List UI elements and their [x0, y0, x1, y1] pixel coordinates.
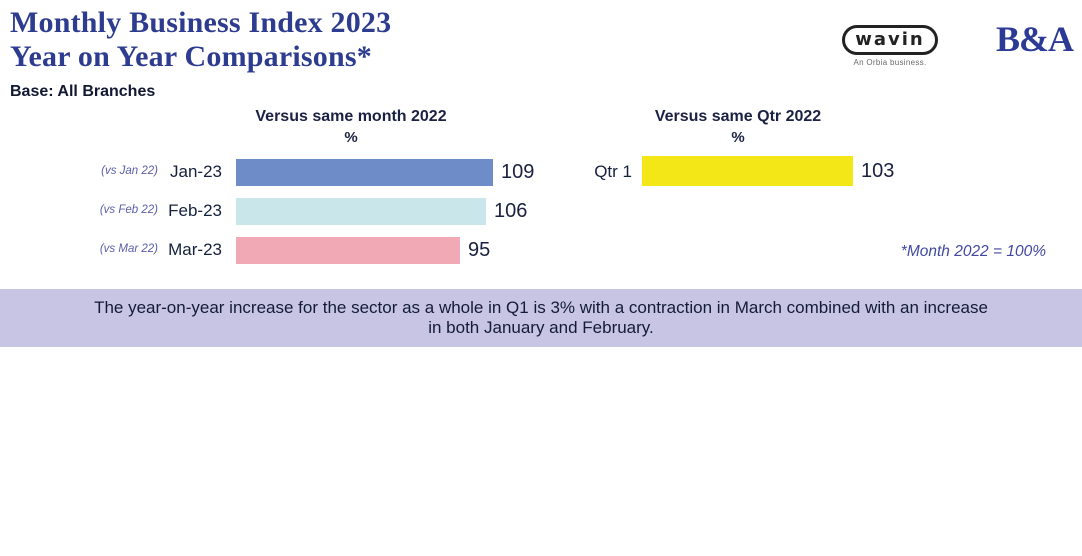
page-title-line2: Year on Year Comparisons* — [10, 40, 372, 73]
bar-jan — [236, 159, 493, 186]
bar-value: 106 — [494, 200, 528, 222]
bar-mar — [236, 237, 460, 264]
left-chart-header: Versus same month 2022 % — [231, 108, 471, 146]
left-chart-title: Versus same month 2022 — [255, 108, 447, 125]
bar-value: 103 — [861, 160, 895, 182]
right-chart-header: Versus same Qtr 2022 % — [618, 108, 858, 146]
bar-category: Qtr 1 — [594, 162, 632, 181]
summary-banner-text: The year-on-year increase for the sector… — [94, 298, 988, 337]
wavin-logo: wavin An Orbia business. — [840, 25, 940, 67]
bar-sublabel: (vs Feb 22) — [99, 204, 158, 216]
wavin-logo-text: wavin — [855, 29, 925, 50]
right-chart-unit: % — [731, 129, 745, 146]
bar-qtr1 — [642, 156, 853, 186]
bar-category: Jan-23 — [170, 162, 222, 181]
ba-logo: B&A — [996, 19, 1074, 59]
page-title-line1: Monthly Business Index 2023 — [10, 6, 392, 39]
wavin-logo-pill: wavin — [842, 25, 938, 55]
bar-value: 109 — [501, 161, 535, 183]
bar-sublabel: (vs Jan 22) — [101, 165, 158, 177]
bar-sublabel: (vs Mar 22) — [99, 243, 158, 255]
left-chart-unit: % — [344, 129, 358, 146]
bar-value: 95 — [468, 239, 491, 261]
wavin-tagline: An Orbia business. — [853, 58, 927, 67]
summary-banner: The year-on-year increase for the sector… — [0, 289, 1082, 347]
footnote: *Month 2022 = 100% — [900, 243, 1046, 260]
bar-category: Feb-23 — [168, 201, 222, 220]
base-subtitle: Base: All Branches — [10, 83, 156, 100]
page-title: Monthly Business Index 2023 Year on Year… — [10, 6, 391, 74]
bar-category: Mar-23 — [168, 240, 222, 259]
right-chart-title: Versus same Qtr 2022 — [654, 108, 822, 125]
bar-feb — [236, 198, 486, 225]
